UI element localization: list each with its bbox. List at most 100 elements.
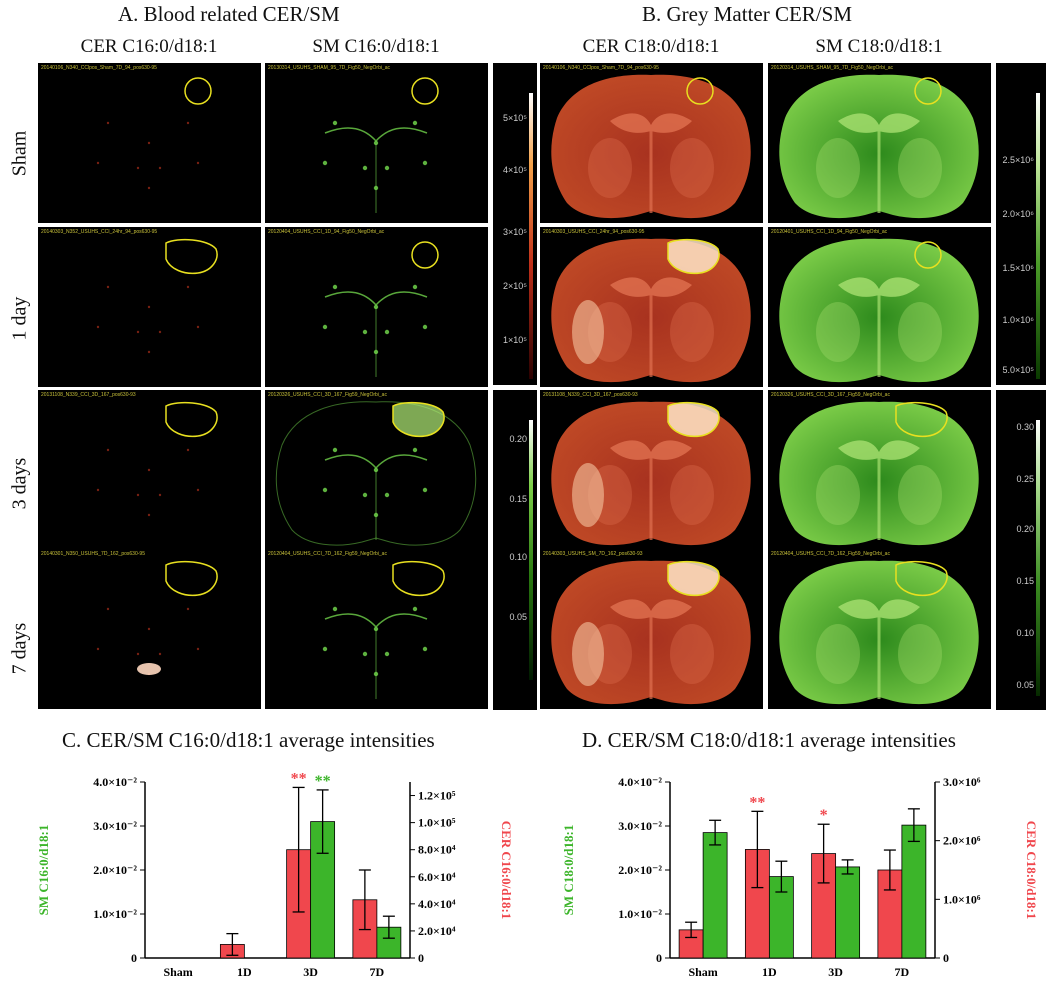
cbar-tick: 0.10: [1016, 628, 1034, 638]
x-tick-label: 7D: [370, 965, 385, 979]
brain-image-svg: 20120326_USUHS_CCI_3D_167_Fig59_NegOrbi_…: [771, 392, 979, 546]
brain-image-b-cer-3: 20140303_USUHS_SM_7D_162_pos630-93: [540, 549, 763, 709]
cbar-tick: 0.20: [509, 434, 527, 444]
cbar-tick: 5.0×10⁵: [1002, 365, 1034, 375]
left-tick-label: 0: [656, 951, 662, 965]
brain-image-b-sm-2: 20120326_USUHS_CCI_3D_167_Fig59_NegOrbi_…: [768, 390, 991, 550]
x-tick-label: 7D: [895, 965, 910, 979]
brain-image-svg: 20120404_USUHS_CCI_7D_162_Fig59_NegOrbi_…: [771, 551, 979, 705]
cbar-tick: 0.30: [1016, 422, 1034, 432]
colorbar-b-green-gradient: [1036, 93, 1040, 379]
cbar-tick: 0.10: [509, 552, 527, 562]
brain-image-svg: 20120401_USUHS_CCI_1D_94_Fig50_NegOrbi_a…: [771, 229, 979, 383]
x-tick-label: Sham: [688, 965, 717, 979]
tile-header: 20120404_USUHS_CCI_7D_162_Fig59_NegOrbi_…: [268, 551, 387, 557]
brain-image-svg: 20120326_USUHS_CCI_3D_167_Fig59_NegOrbi_…: [268, 392, 477, 546]
brain-image-svg: 20131108_N339_CCI_3D_167_pos630-93: [543, 392, 751, 546]
right-tick-label: 6.0×10⁴: [418, 870, 456, 884]
brain-image-b-sm-0: 20120314_USUHS_SHAM_95_7D_Fig50_NegOrbi_…: [768, 63, 991, 223]
x-tick-label: 3D: [828, 965, 843, 979]
roi-lesion: [165, 401, 218, 438]
colorbar-b-green2-gradient: [1036, 420, 1040, 696]
col-title-b-sm: SM C18:0/d18:1: [815, 36, 943, 57]
right-tick-label: 1.0×10⁶: [943, 892, 981, 906]
brain-image-a-cer-2: 20131108_N339_CCI_3D_167_pos630-93: [38, 390, 261, 550]
brain-image-a-sm-2: 20120326_USUHS_CCI_3D_167_Fig59_NegOrbi_…: [265, 390, 488, 550]
brain-image-a-sm-1: 20120404_USUHS_CCI_1D_94_Fig50_NegOrbi_a…: [265, 227, 488, 387]
cbar-tick: 1.5×10⁶: [1002, 263, 1034, 273]
left-tick-label: 4.0×10⁻²: [618, 775, 662, 789]
tile-header: 20120326_USUHS_CCI_3D_167_Fig59_NegOrbi_…: [771, 392, 890, 398]
colorbar-a-red: 5×10⁵ 4×10⁵ 3×10⁵ 2×10⁵ 1×10⁵: [493, 63, 537, 385]
brain-image-svg: 20120314_USUHS_SHAM_95_7D_Fig50_NegOrbi_…: [771, 65, 979, 219]
roi-lesion: [895, 401, 948, 438]
tile-header: 20131108_N339_CCI_3D_167_pos630-93: [543, 392, 638, 398]
cbar-tick: 0.15: [509, 494, 527, 504]
brain-image-b-sm-3: 20120404_USUHS_CCI_7D_162_Fig59_NegOrbi_…: [768, 549, 991, 709]
significance-marker: **: [315, 773, 331, 790]
significance-marker: **: [749, 794, 765, 811]
right-tick-label: 2.0×10⁴: [418, 924, 456, 938]
colorbar-b-green2: 0.30 0.25 0.20 0.15 0.10 0.05: [996, 390, 1046, 710]
brain-image-svg: 20140301_N350_USUHS_7D_162_pos630-95: [41, 551, 218, 676]
x-tick-label: 1D: [237, 965, 252, 979]
brain-image-svg: 20120404_USUHS_CCI_1D_94_Fig50_NegOrbi_a…: [268, 229, 439, 377]
cbar-tick: 1×10⁵: [502, 335, 527, 345]
roi-lesion: [392, 401, 445, 438]
chart-c-title: C. CER/SM C16:0/d18:1 average intensitie…: [62, 728, 435, 752]
tile-header: 20140106_N340_CClpos_Sham_7D_94_pos630-9…: [543, 65, 659, 71]
tile-header: 20131108_N339_CCI_3D_167_pos630-93: [41, 392, 136, 398]
roi-circle: [411, 77, 439, 105]
right-tick-label: 3.0×10⁶: [943, 775, 981, 789]
x-tick-label: 1D: [762, 965, 777, 979]
bar: [702, 832, 728, 959]
brain-image-b-cer-2: 20131108_N339_CCI_3D_167_pos630-93: [540, 390, 763, 550]
brain-image-b-cer-1: 20140303_USUHS_CCI_24hr_94_pos630-95: [540, 227, 763, 387]
roi-lesion: [392, 560, 445, 597]
chart-d-svg: 0 1.0×10⁻² 2.0×10⁻² 3.0×10⁻² 4.0×10⁻² 0 1.0×10…: [561, 775, 1039, 979]
brain-image-svg: 20140303_USUHS_SM_7D_162_pos630-93: [543, 551, 751, 705]
roi-circle: [411, 241, 439, 269]
tile-header: 20140303_USUHS_CCI_24hr_94_pos630-95: [543, 229, 645, 235]
cbar-tick: 3×10⁵: [502, 227, 527, 237]
left-axis-label: SM C16:0/d18:1: [36, 825, 51, 916]
right-tick-label: 4.0×10⁴: [418, 897, 456, 911]
left-tick-label: 2.0×10⁻²: [93, 863, 137, 877]
roi-lesion: [165, 560, 218, 597]
cbar-tick: 4×10⁵: [502, 165, 527, 175]
tile-header: 20120326_USUHS_CCI_3D_167_Fig59_NegOrbi_…: [268, 392, 387, 398]
cbar-tick: 0.25: [1016, 474, 1034, 484]
brain-image-b-sm-1: 20120401_USUHS_CCI_1D_94_Fig50_NegOrbi_a…: [768, 227, 991, 387]
left-tick-label: 3.0×10⁻²: [618, 819, 662, 833]
roi-circle: [184, 77, 212, 105]
right-tick-label: 0: [418, 951, 424, 965]
left-tick-label: 3.0×10⁻²: [93, 819, 137, 833]
row-label-1day: 1 day: [8, 296, 31, 341]
brain-image-a-cer-3: 20140301_N350_USUHS_7D_162_pos630-95: [38, 549, 261, 709]
roi-lesion: [165, 238, 218, 275]
roi-lesion: [667, 560, 720, 597]
brain-image-a-sm-0: 20130314_USUHS_SHAM_95_7D_Fig50_NegOrbi_…: [265, 63, 488, 223]
cbar-tick: 0.05: [1016, 680, 1034, 690]
left-tick-label: 4.0×10⁻²: [93, 775, 137, 789]
brain-image-svg: 20140303_USUHS_CCI_24hr_94_pos630-95: [543, 229, 751, 383]
tile-header: 20140301_N350_USUHS_7D_162_pos630-95: [41, 551, 145, 557]
tile-header: 20140303_N352_USUHS_CCI_24hr_94_pos630-9…: [41, 229, 157, 235]
row-label-7days: 7 days: [8, 622, 31, 675]
brain-image-svg: 20140303_N352_USUHS_CCI_24hr_94_pos630-9…: [41, 229, 218, 354]
colorbar-a-green-gradient: [529, 420, 533, 680]
right-tick-label: 1.2×10⁵: [418, 789, 456, 803]
tile-header: 20120404_USUHS_CCI_7D_162_Fig59_NegOrbi_…: [771, 551, 890, 557]
cbar-tick: 5×10⁵: [502, 113, 527, 123]
row-label-sham: Sham: [8, 130, 31, 177]
tile-header: 20130314_USUHS_SHAM_95_7D_Fig50_NegOrbi_…: [268, 65, 391, 71]
roi-circle: [914, 241, 942, 269]
chart-c: 0 1.0×10⁻² 2.0×10⁻² 3.0×10⁻² 4.0×10⁻² 0 2.0×10…: [0, 760, 525, 991]
significance-marker: *: [820, 807, 828, 824]
left-tick-label: 2.0×10⁻²: [618, 863, 662, 877]
x-tick-label: 3D: [303, 965, 318, 979]
cbar-tick: 0.05: [509, 612, 527, 622]
cbar-tick: 2.0×10⁶: [1002, 209, 1034, 219]
brain-image-a-cer-1: 20140303_N352_USUHS_CCI_24hr_94_pos630-9…: [38, 227, 261, 387]
cbar-tick: 2×10⁵: [502, 281, 527, 291]
